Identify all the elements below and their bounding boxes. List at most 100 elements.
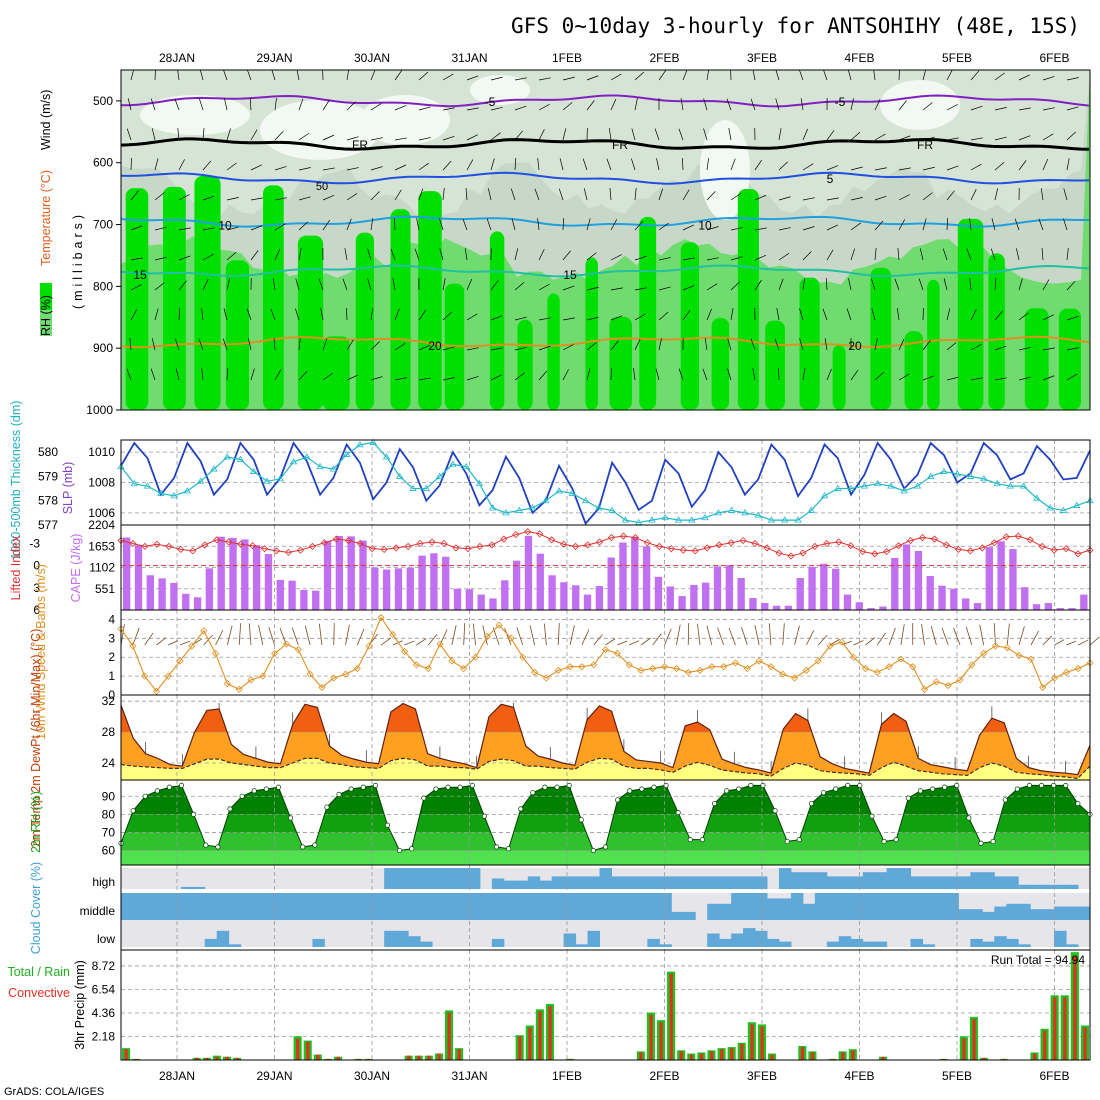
precip-convective-bar — [841, 1052, 845, 1060]
svg-text:RH (%): RH (%) — [39, 295, 53, 336]
rh-marker — [1026, 782, 1032, 788]
cloud-bar — [934, 876, 947, 889]
thickness-marker — [1019, 482, 1028, 489]
cloud-bar — [755, 893, 768, 920]
rh-marker — [469, 782, 475, 788]
wind-speed-marker — [377, 613, 385, 622]
wind-tick-label: 4 — [108, 612, 115, 626]
wind-speed-marker — [247, 676, 255, 684]
thickness-marker — [515, 506, 523, 513]
wind-barb — [994, 72, 1005, 81]
li-axis-title: Lifted Index — [9, 535, 23, 600]
wind-barb — [799, 338, 804, 351]
cape-bar — [1009, 549, 1017, 610]
li-marker — [380, 545, 388, 553]
wind-barb-10m — [120, 624, 125, 646]
cloud-layer-label: high — [92, 875, 115, 889]
wind-barb — [969, 218, 972, 231]
wind-barb-10m — [1042, 635, 1053, 646]
wind-barb — [802, 278, 805, 291]
rh-marker — [917, 788, 923, 794]
cloud-bar — [216, 930, 230, 947]
thickness-marker — [741, 509, 749, 516]
wind-barb — [201, 368, 204, 381]
cape-bar — [997, 541, 1005, 610]
wind-barb — [991, 218, 996, 231]
rh-marker — [554, 784, 560, 790]
li-marker — [1002, 533, 1010, 541]
isotherm-line — [121, 335, 1090, 349]
wind-barb — [826, 224, 839, 231]
rh-marker — [699, 837, 705, 843]
cloud-bar — [1066, 884, 1079, 889]
thickness-marker — [980, 475, 988, 482]
thickness-marker — [701, 513, 709, 521]
rh-marker — [336, 791, 342, 798]
wind-barb — [586, 218, 591, 231]
wind-barb — [850, 370, 859, 381]
precip-convective-bar — [437, 1053, 441, 1060]
wind-barb — [826, 165, 839, 171]
rh-label: RH (%) — [39, 295, 53, 336]
cloud-bar — [731, 893, 744, 920]
precip-convective-bar — [639, 1052, 643, 1060]
li-marker — [572, 542, 580, 551]
precip-convective-bar — [750, 1024, 754, 1060]
cape-bar — [713, 566, 722, 610]
li-marker — [883, 548, 891, 556]
wind-barb — [322, 99, 330, 111]
wind-barb — [466, 278, 473, 291]
li-marker — [895, 542, 903, 550]
li-marker — [799, 549, 807, 557]
wind-barb — [778, 128, 782, 141]
wind-barb — [826, 130, 835, 141]
precip-tick-label: 8.72 — [92, 959, 116, 973]
cloud-bar — [551, 893, 565, 920]
thickness-tick-label: 579 — [38, 469, 58, 483]
precip-convective-bar — [225, 1056, 229, 1060]
wind-barb — [658, 286, 671, 291]
pressure-tick-label: 500 — [93, 94, 113, 108]
wind-barb — [562, 218, 565, 231]
wind-barb — [802, 197, 815, 201]
wind-barb-10m — [318, 623, 323, 646]
cape-bar — [749, 598, 757, 610]
thickness-marker — [342, 450, 351, 457]
wind-speed-marker — [802, 666, 810, 675]
wind-barb-10m — [1030, 630, 1039, 646]
wind-speed-marker — [755, 657, 763, 665]
wind-barb — [898, 167, 911, 171]
thickness-marker — [966, 472, 975, 479]
wind-barb-10m — [1018, 626, 1025, 646]
chart-title: GFS 0~10day 3-hourly for ANTSOHIHY (48E,… — [511, 14, 1080, 38]
wind-barb — [850, 131, 861, 141]
cloud-bar — [1066, 944, 1079, 947]
cloud-bar — [719, 903, 732, 920]
wind-barb — [538, 77, 551, 81]
wind-barb — [130, 225, 143, 231]
wind-barb — [802, 128, 808, 141]
thickness-axis-title: 1000-500mb Thickness (dm) — [9, 401, 23, 560]
rh-marker — [227, 806, 233, 812]
wind-barb — [439, 248, 444, 261]
wind-barb — [466, 347, 479, 351]
wind-barb — [682, 310, 691, 321]
cape-bar — [560, 582, 568, 610]
cloud-bar — [491, 878, 505, 889]
rh-marker — [602, 844, 609, 850]
cloud-bar — [228, 893, 242, 920]
wind-barb-10m — [1066, 640, 1077, 646]
wind-speed-marker — [282, 640, 291, 648]
cape-bar — [146, 575, 154, 610]
cape-bar — [312, 590, 320, 610]
wind-speed-marker — [684, 668, 692, 676]
rh-marker — [772, 808, 778, 814]
cape-tick-label: 1102 — [89, 561, 115, 575]
wind-speed-marker — [672, 664, 680, 673]
wind-barb — [610, 73, 622, 81]
wind-barb — [442, 160, 452, 171]
wind-barb — [682, 285, 695, 291]
wind-barb-10m — [941, 627, 949, 646]
wind-barb — [250, 164, 262, 171]
wind-barb — [634, 188, 637, 201]
